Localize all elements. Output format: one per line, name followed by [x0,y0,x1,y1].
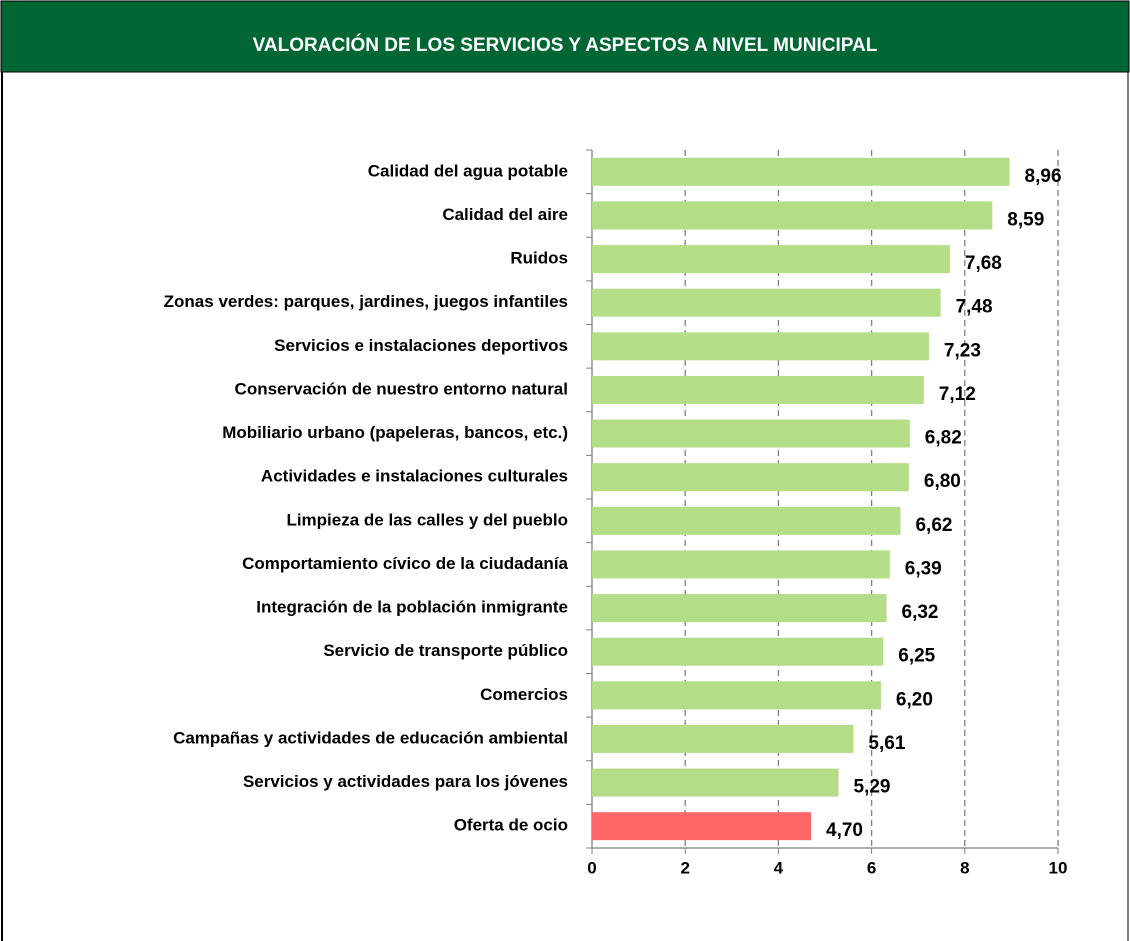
bar [592,812,812,841]
bar [592,681,881,710]
y-tick-label: Actividades e instalaciones culturales [261,467,568,486]
value-label: 6,25 [898,646,935,667]
value-label: 8,96 [1025,166,1062,187]
bar [592,157,1010,186]
bar [592,506,901,535]
value-label: 7,48 [956,297,993,318]
bar [592,724,854,753]
chart-title: VALORACIÓN DE LOS SERVICIOS Y ASPECTOS A… [253,34,878,56]
bar [592,288,941,317]
y-tick-label: Conservación de nuestro entorno natural [235,379,568,398]
value-label: 6,80 [924,471,961,492]
bar [592,550,890,579]
bar [592,594,887,623]
value-label: 7,68 [965,253,1002,274]
x-tick-label: 8 [960,858,969,877]
y-tick-label: Zonas verdes: parques, jardines, juegos … [164,292,568,311]
y-tick-label: Calidad del aire [442,205,568,224]
y-tick-label: Servicios e instalaciones deportivos [274,336,568,355]
value-label: 7,12 [939,384,976,405]
bar [592,463,909,492]
y-tick-label: Oferta de ocio [454,816,568,835]
y-tick-label: Mobiliario urbano (papeleras, bancos, et… [222,423,568,442]
value-label: 7,23 [944,340,981,361]
value-label: 5,61 [868,733,905,754]
value-label: 6,62 [915,515,952,536]
value-label: 6,39 [905,558,942,579]
value-label: 6,20 [896,689,933,710]
y-tick-label: Integración de la población inmigrante [256,598,568,617]
bar [592,637,884,666]
y-tick-label: Comercios [480,685,568,704]
x-tick-label: 2 [680,858,689,877]
value-label: 8,59 [1007,209,1044,230]
x-tick-label: 0 [587,858,596,877]
x-tick-label: 10 [1049,858,1068,877]
x-tick-label: 6 [867,858,876,877]
bar [592,332,929,361]
bar [592,768,839,797]
y-tick-label: Comportamiento cívico de la ciudadanía [242,554,568,573]
bar [592,419,910,448]
y-tick-label: Calidad del agua potable [368,161,568,180]
bar [592,375,924,404]
header [0,0,1130,73]
bar [592,201,993,230]
y-tick-label: Ruidos [510,249,568,268]
y-tick-label: Limpieza de las calles y del pueblo [286,510,568,529]
bar [592,245,950,274]
y-tick-label: Servicio de transporte público [323,641,568,660]
value-label: 6,82 [925,428,962,449]
x-tick-label: 4 [774,858,784,877]
value-label: 6,32 [902,602,939,623]
value-label: 5,29 [854,777,891,798]
value-label: 4,70 [826,820,863,841]
y-tick-label: Servicios y actividades para los jóvenes [243,772,568,791]
y-tick-label: Campañas y actividades de educación ambi… [173,728,568,747]
